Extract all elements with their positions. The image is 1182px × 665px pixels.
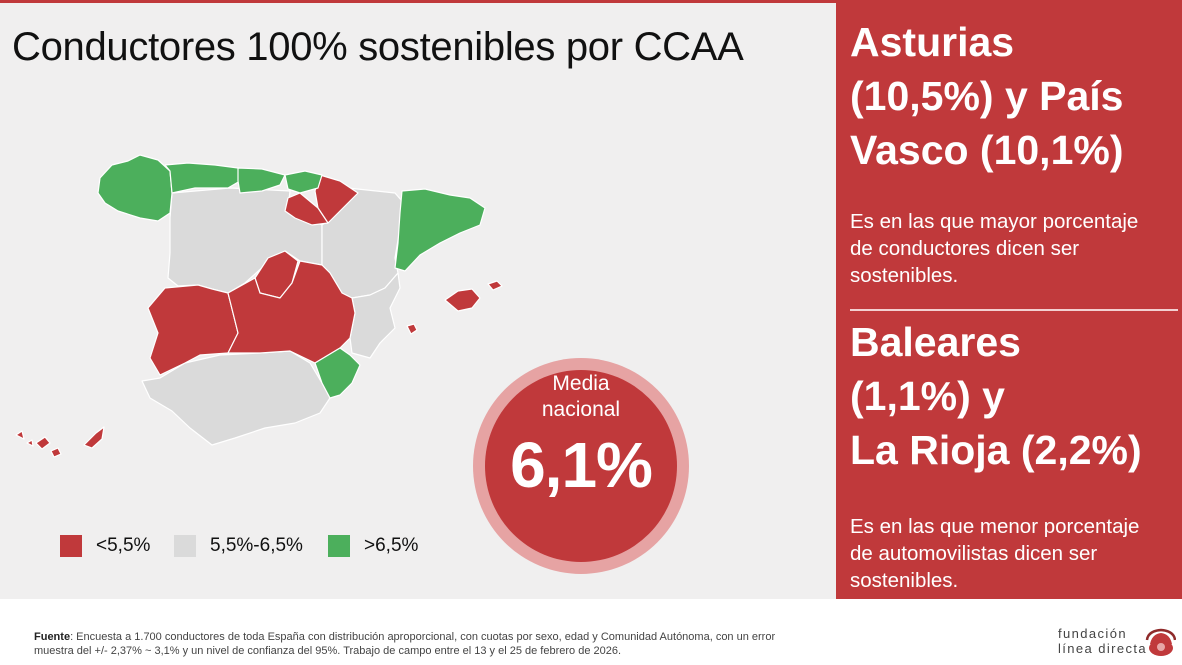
average-label-line2: nacional xyxy=(541,398,621,421)
top-headline-line3: Vasco (10,1%) xyxy=(850,127,1124,173)
legend-label-low: <5,5% xyxy=(96,535,151,556)
top-headline-line2: (10,5%) y País xyxy=(850,73,1124,119)
region-baleares-menorca xyxy=(487,280,503,291)
legend-item-high: >6,5% xyxy=(328,535,418,557)
legend-item-mid: 5,5%-6,5% xyxy=(174,535,303,557)
page-title: Conductores 100% sostenibles por CCAA xyxy=(12,25,744,69)
region-canarias-tenerife xyxy=(35,436,51,450)
legend-label-high: >6,5% xyxy=(364,535,419,556)
average-value: 6,1% xyxy=(510,429,653,501)
legend-label-mid: 5,5%-6,5% xyxy=(210,535,303,556)
top-desc-line2: de conductores dicen ser xyxy=(850,237,1080,260)
top-desc-line1: Es en las que mayor porcentaje xyxy=(850,210,1139,233)
map-section: Conductores 100% sostenibles por CCAA xyxy=(0,3,836,599)
legend-swatch-low xyxy=(60,535,82,557)
top-headline-line1: Asturias xyxy=(850,19,1015,65)
region-canarias-west xyxy=(15,430,25,440)
bottom-desc-line1: Es en las que menor porcentaje xyxy=(850,515,1140,538)
region-cataluna xyxy=(394,188,486,272)
region-cantabria xyxy=(237,167,286,194)
logo-text-line1: fundación xyxy=(1058,626,1127,641)
spain-map xyxy=(15,154,503,458)
source-label: Fuente xyxy=(34,631,71,643)
bottom-headline-line1: Baleares xyxy=(850,319,1021,365)
source-note: Fuente: Encuesta a 1.700 conductores de … xyxy=(34,630,775,658)
average-label-line1: Media xyxy=(552,372,610,395)
region-canarias-la-gomera xyxy=(26,439,34,447)
legend-item-low: <5,5% xyxy=(60,535,150,557)
source-text-line2: muestra del +/- 2,37% ~ 3,1% y un nivel … xyxy=(34,645,622,657)
region-murcia xyxy=(314,347,361,399)
region-baleares-mallorca xyxy=(444,288,481,312)
region-baleares-ibiza xyxy=(406,323,418,335)
average-badge: Media nacional 6,1% xyxy=(485,370,677,562)
bottom-headline-line2: (1,1%) y xyxy=(850,373,1005,419)
brand-logo: fundación línea directa xyxy=(1058,626,1176,656)
bottom-headline-line3: La Rioja (2,2%) xyxy=(850,427,1142,473)
region-canarias-fuerteventura xyxy=(83,426,105,449)
region-castilla-la-mancha xyxy=(227,260,356,364)
region-canarias-gran-canaria xyxy=(50,447,62,458)
logo-text-line2: línea directa xyxy=(1058,641,1148,656)
footer: Fuente: Encuesta a 1.700 conductores de … xyxy=(0,599,1182,665)
bottom-desc-line3: sostenibles. xyxy=(850,569,959,592)
top-accent-bar xyxy=(0,0,1182,3)
region-galicia xyxy=(97,154,173,222)
phone-logo-icon xyxy=(1145,628,1176,656)
region-extremadura xyxy=(147,284,239,376)
top-desc-line3: sostenibles. xyxy=(850,264,959,287)
legend-swatch-mid xyxy=(174,535,196,557)
source-text-line1: : Encuesta a 1.700 conductores de toda E… xyxy=(70,631,776,643)
region-navarra xyxy=(314,174,359,224)
panel-divider xyxy=(850,309,1178,311)
legend-swatch-high xyxy=(328,535,350,557)
region-valencia xyxy=(349,272,401,359)
highlights-panel: Asturias (10,5%) y País Vasco (10,1%) Es… xyxy=(836,3,1182,599)
bottom-desc-line2: de automovilistas dicen ser xyxy=(850,542,1098,565)
region-pais-vasco xyxy=(284,170,323,194)
region-la-rioja xyxy=(284,192,329,226)
